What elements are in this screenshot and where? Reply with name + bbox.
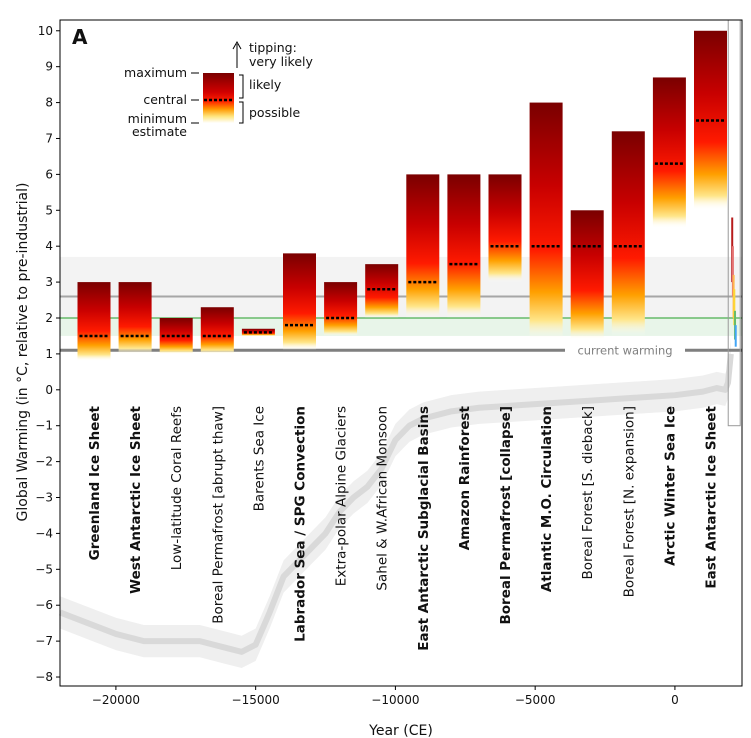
element-label-6: Extra-polar Alpine Glaciers bbox=[334, 406, 350, 586]
element-label-0: Greenland Ice Sheet bbox=[87, 405, 103, 560]
y-tick-label-17: 9 bbox=[45, 60, 53, 74]
bar-11 bbox=[529, 102, 563, 340]
bar-4 bbox=[241, 328, 275, 336]
legend-likely: likely bbox=[249, 77, 282, 92]
bar-14 bbox=[652, 77, 686, 229]
legend-possible: possible bbox=[249, 105, 300, 120]
element-label-11: Atlantic M.O. Circulation bbox=[539, 406, 555, 592]
element-label-3: Boreal Permafrost [abrupt thaw] bbox=[210, 406, 226, 624]
plot-frame bbox=[59, 19, 743, 687]
tipping-element-labels: Greenland Ice Sheet West Antarctic Ice Sh… bbox=[87, 405, 720, 650]
element-label-8: East Antarctic Subglacial Basins bbox=[416, 406, 432, 651]
bar-7 bbox=[365, 264, 399, 318]
element-label-1: West Antarctic Ice Sheet bbox=[128, 405, 144, 593]
tipping-element-bars bbox=[77, 30, 727, 362]
x-tick-label-2: −10000 bbox=[371, 693, 419, 707]
element-label-9: Amazon Rainforest bbox=[457, 405, 473, 550]
y-tick-label-4: −4 bbox=[35, 526, 53, 540]
y-tick-label-5: −3 bbox=[35, 491, 53, 505]
y-axis: −8 −7 −6 −5 −4 −3 −2 −1 0 1 2 3 4 5 6 7 8 9 10 bbox=[35, 24, 60, 684]
current-warming-inset bbox=[727, 19, 741, 427]
y-tick-label-18: 10 bbox=[38, 24, 53, 38]
y-tick-label-3: −5 bbox=[35, 562, 53, 576]
legend-arrow-head bbox=[232, 40, 242, 50]
bar-5 bbox=[283, 253, 316, 351]
element-label-12: Boreal Forest [S. dieback] bbox=[580, 406, 596, 580]
legend-bar bbox=[203, 73, 234, 123]
y-tick-label-8: 0 bbox=[45, 383, 53, 397]
panel-label: A bbox=[72, 25, 88, 49]
x-tick-label-0: −20000 bbox=[92, 693, 140, 707]
element-label-14: Arctic Winter Sea Ice bbox=[662, 406, 678, 566]
element-label-13: Boreal Forest [N. expansion] bbox=[621, 406, 637, 597]
y-tick-label-9: 1 bbox=[45, 347, 53, 361]
element-label-5: Labrador Sea / SPG Convection bbox=[293, 406, 309, 642]
legend-central: central bbox=[143, 92, 187, 107]
legend-possible-bracket bbox=[239, 101, 244, 124]
legend-minimum: minimum bbox=[128, 111, 187, 126]
element-label-4: Barents Sea Ice bbox=[251, 406, 267, 511]
bar-3 bbox=[200, 307, 234, 354]
element-label-2: Low-latitude Coral Reefs bbox=[169, 406, 185, 570]
bar-6 bbox=[324, 282, 358, 336]
x-tick-label-4: 0 bbox=[671, 693, 679, 707]
y-tick-label-10: 2 bbox=[45, 311, 53, 325]
x-axis: −20000 −15000 −10000 −5000 0 bbox=[92, 686, 679, 707]
legend-tipping: tipping: bbox=[249, 40, 297, 55]
element-label-15: East Antarctic Ice Sheet bbox=[704, 405, 720, 588]
bar-1 bbox=[118, 282, 152, 354]
x-tick-label-3: −5000 bbox=[515, 693, 556, 707]
bar-12 bbox=[570, 210, 604, 340]
current-warming-label: current warming bbox=[577, 343, 672, 357]
element-label-10: Boreal Permafrost [collapse] bbox=[498, 406, 514, 625]
y-tick-label-7: −1 bbox=[35, 419, 53, 433]
legend-maximum: maximum bbox=[124, 65, 187, 80]
y-tick-label-15: 7 bbox=[45, 131, 53, 145]
element-label-7: Sahel & W.African Monsoon bbox=[375, 406, 391, 591]
y-tick-label-11: 3 bbox=[45, 275, 53, 289]
legend-likely-bracket bbox=[239, 74, 244, 99]
legend-very-likely: very likely bbox=[249, 54, 314, 69]
y-tick-label-1: −7 bbox=[35, 634, 53, 648]
bar-8 bbox=[406, 174, 440, 318]
y-tick-label-16: 8 bbox=[45, 96, 53, 110]
y-tick-label-14: 6 bbox=[45, 167, 53, 181]
x-axis-label: Year (CE) bbox=[368, 723, 433, 738]
bar-10 bbox=[488, 174, 522, 283]
temperature-history bbox=[58, 337, 734, 669]
temperature-history-line bbox=[58, 353, 734, 655]
y-axis-label: Global Warming (in °C, relative to pre-i… bbox=[15, 183, 31, 522]
y-tick-label-2: −6 bbox=[35, 598, 53, 612]
y-tick-label-12: 4 bbox=[45, 239, 53, 253]
bar-9 bbox=[447, 174, 481, 318]
x-tick-label-1: −15000 bbox=[232, 693, 280, 707]
y-tick-label-0: −8 bbox=[35, 670, 53, 684]
y-tick-label-13: 5 bbox=[45, 203, 53, 217]
bar-13 bbox=[611, 131, 645, 336]
y-tick-label-6: −2 bbox=[35, 455, 53, 469]
bar-0 bbox=[77, 282, 111, 362]
legend-estimate: estimate bbox=[132, 124, 187, 139]
